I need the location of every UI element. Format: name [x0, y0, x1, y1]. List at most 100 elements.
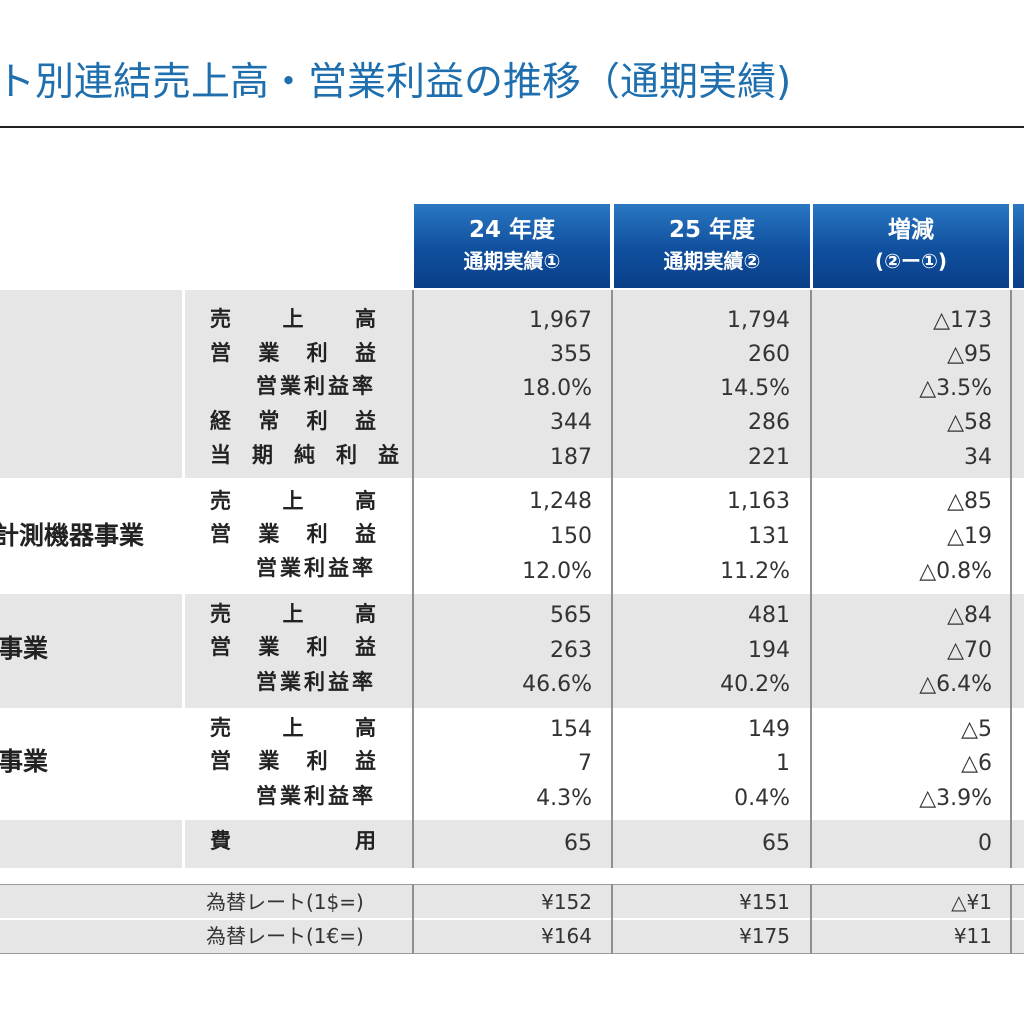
cell-value: △70 [947, 638, 992, 663]
cell-value: 1,794 [727, 308, 790, 333]
col-header-next [1013, 204, 1024, 288]
page-title: ト別連結売上高・営業利益の推移（通期実績) [0, 60, 792, 105]
col-header-fy25: 25 年度 通期実績② [614, 204, 810, 288]
fx-col-divider-1 [412, 884, 414, 954]
cell-value: 131 [748, 524, 790, 549]
col-divider-1 [412, 290, 414, 868]
row-label: 売 上 高 [210, 716, 376, 740]
cell-value: △95 [947, 342, 992, 367]
band-segment-2 [0, 594, 1024, 708]
cell-value: △5 [961, 717, 992, 742]
cell-value: 481 [748, 603, 790, 628]
band-expenses [0, 820, 1024, 868]
cell-value: 0 [978, 831, 992, 856]
col-header-fy24-year: 24 年度 [468, 217, 555, 243]
col-header-change: 増減 (②ー①) [813, 204, 1009, 288]
cell-value: 154 [550, 717, 592, 742]
col-header-fy24: 24 年度 通期実績① [414, 204, 610, 288]
row-label: 営 業 利 益 [210, 522, 376, 546]
cell-value: 565 [550, 603, 592, 628]
row-label: 売 上 高 [210, 602, 376, 626]
cell-value: 260 [748, 342, 790, 367]
cell-value: 149 [748, 717, 790, 742]
cell-value: △85 [947, 489, 992, 514]
cell-value: 34 [964, 445, 992, 470]
cell-value: △0.8% [919, 559, 992, 584]
cell-value: 355 [550, 342, 592, 367]
cell-value: 65 [762, 831, 790, 856]
cell-value: ¥151 [739, 890, 790, 914]
row-label: 費 用 [210, 829, 376, 853]
fx-col-divider-4 [1010, 884, 1012, 954]
col-divider-4 [1010, 290, 1012, 868]
col-header-fy25-sub: 通期実績② [663, 249, 761, 273]
row-label: 営 業 利 益 [210, 341, 376, 365]
row-label: 当 期 純 利 益 [210, 443, 399, 467]
cell-value: ¥11 [953, 924, 992, 948]
cell-value: 65 [564, 831, 592, 856]
col-header-fy24-sub: 通期実績① [463, 249, 561, 273]
cell-value: 1,967 [529, 308, 592, 333]
cell-value: △58 [947, 410, 992, 435]
cell-value: ¥152 [541, 890, 592, 914]
cell-value: 46.6% [522, 672, 592, 697]
band-consolidated [0, 290, 1024, 478]
row-label: 営 業 利 益 [210, 749, 376, 773]
fx-label-usd: 為替レート(1$=) [206, 890, 364, 914]
cell-value: 12.0% [522, 559, 592, 584]
cell-value: △6.4% [919, 672, 992, 697]
col-divider-3 [810, 290, 812, 868]
cell-value: △3.9% [919, 786, 992, 811]
cell-value: 150 [550, 524, 592, 549]
cell-value: 18.0% [522, 376, 592, 401]
cell-value: 286 [748, 410, 790, 435]
cell-value: 14.5% [720, 376, 790, 401]
cell-value: 221 [748, 445, 790, 470]
cell-value: 263 [550, 638, 592, 663]
row-label: 営業利益率 [256, 670, 376, 694]
fx-col-divider-3 [810, 884, 812, 954]
cell-value: 11.2% [720, 559, 790, 584]
title-divider [0, 126, 1024, 128]
cell-value: 7 [578, 751, 592, 776]
cell-value: 194 [748, 638, 790, 663]
cell-value: ¥175 [739, 924, 790, 948]
cell-value: 187 [550, 445, 592, 470]
cell-value: 0.4% [734, 786, 790, 811]
fx-top-rule [0, 884, 1024, 885]
cell-value: △6 [961, 751, 992, 776]
cell-value: 1,248 [529, 489, 592, 514]
fx-bottom-rule [0, 953, 1024, 954]
cell-value: ¥164 [541, 924, 592, 948]
cell-value: △3.5% [919, 376, 992, 401]
fx-row-separator [0, 918, 1024, 920]
cell-value: 1,163 [727, 489, 790, 514]
col-header-change-title: 増減 [888, 217, 934, 243]
cell-value: △¥1 [951, 890, 992, 914]
cell-value: △19 [947, 524, 992, 549]
fx-col-divider-2 [611, 884, 613, 954]
row-label: 営 業 利 益 [210, 635, 376, 659]
label-col-divider [182, 290, 185, 868]
segment-name-3: 事業 [0, 747, 49, 776]
cell-value: 1 [776, 751, 790, 776]
cell-value: 40.2% [720, 672, 790, 697]
row-label: 売 上 高 [210, 489, 376, 513]
cell-value: 344 [550, 410, 592, 435]
row-label: 経 常 利 益 [210, 409, 376, 433]
band-segment-3 [0, 708, 1024, 820]
cell-value: △173 [933, 308, 992, 333]
row-label: 営業利益率 [256, 784, 376, 808]
row-label: 営業利益率 [256, 556, 376, 580]
segment-name-measuring: 計測機器事業 [0, 521, 145, 550]
col-header-fy25-year: 25 年度 [668, 217, 755, 243]
band-segment-1 [0, 478, 1024, 594]
cell-value: △84 [947, 603, 992, 628]
col-header-change-sub: (②ー①) [874, 249, 948, 273]
row-label: 営業利益率 [256, 374, 376, 398]
row-label: 売 上 高 [210, 307, 376, 331]
fx-label-eur: 為替レート(1€=) [206, 924, 364, 948]
cell-value: 4.3% [536, 786, 592, 811]
segment-name-2: 事業 [0, 634, 49, 663]
col-divider-2 [611, 290, 613, 868]
